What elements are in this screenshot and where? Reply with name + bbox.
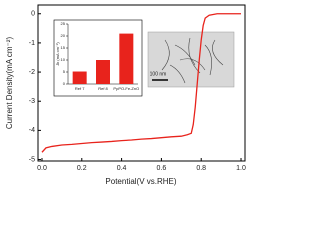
inset-y-label: Jk (mA cm⁻²) [55, 42, 60, 66]
y-tick-label: -5 [29, 156, 35, 163]
inset-y-tick-label: 0 [63, 81, 66, 86]
data-line [41, 13, 242, 153]
y-tick-label: -3 [29, 98, 35, 105]
inset-y-tick-label: 25 [61, 21, 66, 26]
x-tick-label: 1.0 [236, 165, 246, 172]
x-axis-label: Potential(V vs.RHE) [105, 177, 176, 186]
tem-texture [161, 37, 224, 84]
y-axis-label: Current Density(mA cm⁻²) [5, 37, 14, 130]
x-tick-label: 0.6 [157, 165, 167, 172]
plot-frame [37, 4, 246, 162]
y-tick-label: 0 [31, 11, 35, 18]
x-tick-label: 0.0 [37, 165, 47, 172]
x-tick-label: 0.4 [117, 165, 127, 172]
inset-x-tick-label: Ref 8 [98, 86, 108, 91]
inset-y-tick-label: 15 [61, 45, 66, 50]
bar [119, 33, 134, 84]
inset-y-tick-label: 20 [61, 33, 66, 38]
inset-x-tick-label: PpPO-Fe-ZnO [113, 86, 139, 91]
bar [96, 60, 110, 84]
scale-label: 100 nm [150, 71, 167, 77]
x-tick-label: 0.2 [77, 165, 87, 172]
inset-x-tick-label: Ref 7 [75, 86, 85, 91]
y-tick-label: -1 [29, 40, 35, 47]
chart: Potential(V vs.RHE) Current Density(mA c… [5, 4, 246, 187]
y-tick-label: -2 [29, 69, 35, 76]
inset-y-tick-label: 5 [63, 69, 66, 74]
x-tick-label: 0.8 [196, 165, 206, 172]
y-tick-label: -4 [29, 127, 35, 134]
bar [72, 71, 87, 84]
inset-y-tick-label: 10 [61, 57, 66, 62]
